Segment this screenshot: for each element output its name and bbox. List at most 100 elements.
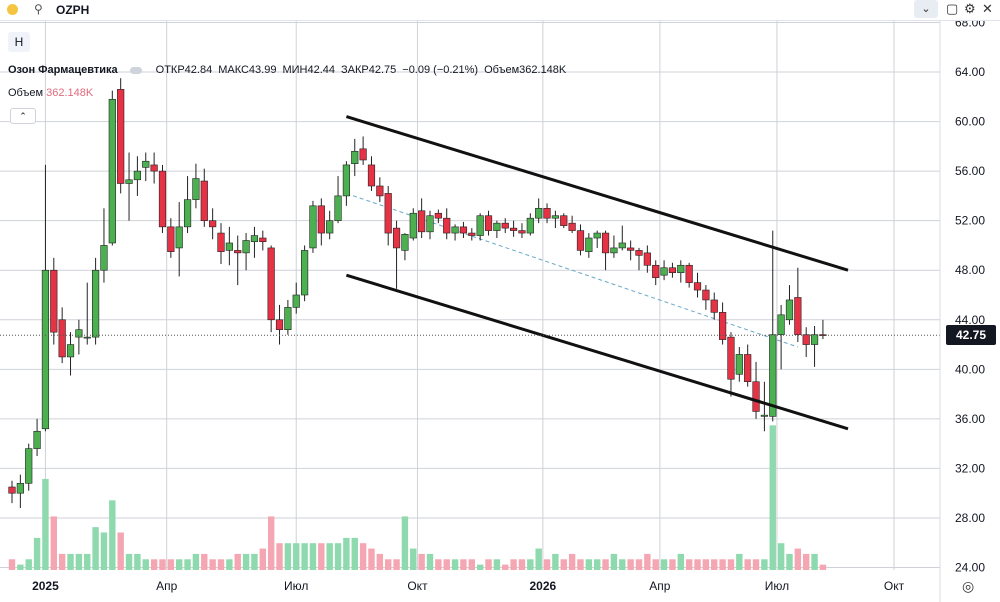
candle-body [459,226,468,234]
gear-icon[interactable]: ⚙ [964,1,976,16]
volume-bar [150,559,158,570]
volume-bar [134,553,141,570]
volume-bar [259,548,266,570]
volume-bar [192,553,200,570]
volume-bar [702,559,710,570]
volume-bar [761,559,768,570]
volume-bar [727,559,735,570]
volume-bar [410,548,417,570]
volume-bar [811,553,818,570]
candle-body [677,264,685,274]
candle-body [668,267,677,274]
volume-bar [485,559,492,570]
channel-lines[interactable] [345,115,849,431]
volume-bar [510,559,517,570]
candle-body [777,314,785,335]
candle-body [568,222,576,231]
window-icon[interactable]: ▢ [946,1,959,16]
candle-body [802,334,810,345]
volume-bar [627,559,634,570]
volume-bar [443,559,450,570]
candle-body [585,237,593,252]
volume-bar [368,548,375,570]
volume-bar [251,553,258,570]
candle-body [167,226,175,252]
volume-bar [184,559,191,570]
candle-body [576,230,585,251]
candle-body [468,232,476,236]
volume-bar [167,559,175,570]
volume-bar [594,559,601,570]
candle-body [526,217,534,234]
low-value: МИН42.44 [282,64,335,76]
time-tick-label: Окт [407,579,428,593]
candle-body [551,215,559,219]
volume-bar [276,543,283,570]
candle-body [401,234,409,251]
volume-bar [100,532,108,570]
grid-lines [0,20,940,570]
candle-body [300,250,309,296]
price-tick-label: 56.00 [955,164,985,178]
volume-bar [744,559,751,570]
volume-bar [385,559,392,570]
top-bar: ⚲ OZPH ⌄ ▢ ⚙ ✕ [0,0,1000,21]
candle-body [225,242,233,251]
price-tick-label: 28.00 [955,511,985,525]
volume-bar [535,548,542,570]
volume-bar [769,425,776,570]
candle-body [593,232,601,239]
volume-bar [752,559,760,570]
volume-bar [401,516,409,570]
volume-legend: Объем 362.148K [8,87,93,99]
candle-body [484,215,493,231]
search-icon[interactable]: ⚲ [34,2,43,16]
chevron-down-icon[interactable]: ⌄ [914,0,938,18]
candle-body [718,312,727,340]
candle-body [610,247,618,254]
volume-bar [619,559,626,570]
candle-body [409,212,417,239]
candle-body [560,215,568,226]
volume-bar [736,553,743,570]
eye-icon[interactable] [129,66,142,74]
volume-bar [217,559,225,570]
candle-body [58,319,66,358]
price-tick-label: 32.00 [955,461,985,475]
volume-bar [426,553,434,570]
close-icon[interactable]: ✕ [982,1,993,16]
channel-upper-line [345,115,849,272]
candle-body [384,193,392,234]
candle-body [543,207,551,219]
price-axis[interactable]: 24.00 28.00 32.00 36.00 40.00 44.00 48.00 52.00… [955,15,985,574]
close-value: ЗАКР42.75 [341,64,397,76]
time-axis[interactable]: 2025 Апр Июл Окт 2026 Апр Июл Окт [32,579,905,593]
volume-bar [552,553,559,570]
candle-body [200,180,208,221]
candle-body [744,354,752,383]
candle-body [418,210,426,233]
volume-bar [301,543,308,570]
candle-body [434,212,442,219]
channel-lower-line [345,273,849,431]
price-tick-label: 64.00 [955,65,985,79]
time-tick-label: 2025 [32,579,59,593]
candle-body [117,89,125,184]
price-tick-label: 44.00 [955,313,985,327]
volume-bar [234,553,241,570]
volume-bar [309,543,317,570]
symbol-label[interactable]: OZPH [56,3,90,17]
candle-body [735,354,743,375]
candle-body [8,486,16,494]
candle-body [727,336,735,380]
collapse-button[interactable]: ⌃ [10,108,36,124]
volume-bar [711,559,718,570]
candle-body [685,264,693,283]
volume-bar [803,553,810,570]
h-button[interactable]: H [8,32,30,52]
volume-label: Объем [8,87,44,99]
volume-bar [75,553,83,570]
candle-body [41,269,50,430]
settings-icon[interactable]: ◎ [962,578,975,594]
